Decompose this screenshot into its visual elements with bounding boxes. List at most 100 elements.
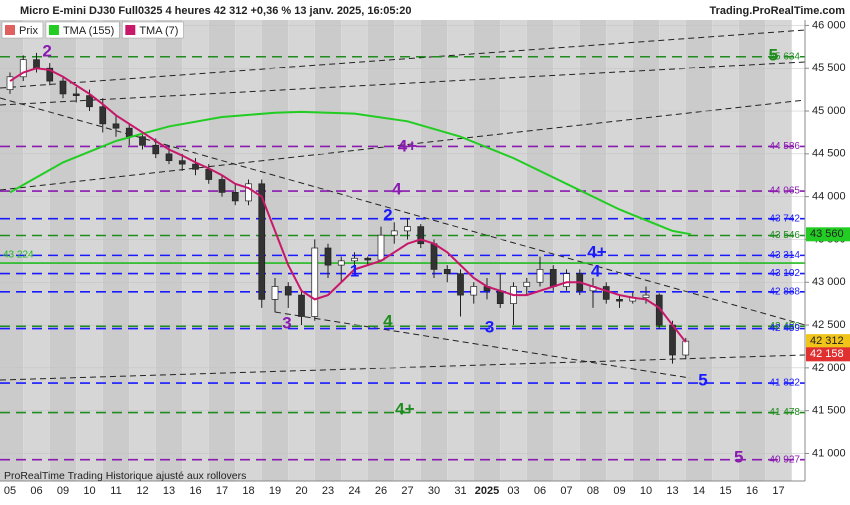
candle-body: [231, 192, 239, 202]
candle-body: [86, 95, 93, 108]
candle-body: [19, 59, 27, 78]
candle-body: [99, 106, 107, 125]
candle-body: [205, 168, 213, 180]
legend-label: Prix: [19, 25, 38, 37]
day-band: [23, 20, 50, 481]
candle-body: [298, 294, 305, 317]
candle-body: [112, 123, 120, 129]
price-box-label: 42 158: [810, 348, 844, 360]
level-label: 44 065: [769, 186, 800, 197]
wave-label: 1: [350, 261, 359, 280]
y-tick-label: 43 000: [812, 276, 846, 288]
candle-body: [669, 324, 676, 356]
x-tick-label: 24: [348, 485, 360, 497]
candle-body: [271, 286, 279, 300]
legend-item: Prix: [1, 21, 44, 39]
wave-label: 2: [383, 205, 392, 224]
x-tick-label: 26: [375, 485, 387, 497]
level-label: 43 224: [3, 250, 34, 261]
candle-body: [616, 299, 623, 302]
candle-body: [125, 127, 133, 138]
x-tick-label: 30: [428, 485, 440, 497]
time-axis: [0, 481, 805, 500]
x-tick-label: 09: [613, 485, 625, 497]
level-label: 42 459: [769, 323, 800, 334]
candle-body: [390, 230, 398, 236]
day-band: [632, 20, 660, 481]
x-tick-label: 10: [640, 485, 652, 497]
x-tick-label: 09: [57, 485, 69, 497]
x-tick-label: 2025: [475, 485, 499, 497]
x-tick-label: 03: [507, 485, 519, 497]
candle-body: [430, 243, 438, 270]
y-tick-label: 42 000: [812, 362, 846, 374]
y-tick-label: 44 500: [812, 148, 846, 160]
day-band: [235, 20, 262, 481]
y-tick-label: 45 000: [812, 105, 846, 117]
y-tick-label: 46 000: [812, 19, 846, 31]
tma-line: [9, 110, 692, 236]
legend-bg: [122, 21, 184, 39]
level-label: 43 102: [769, 268, 800, 279]
candle-body: [602, 286, 610, 300]
day-band: [553, 20, 580, 481]
x-tick-label: 18: [242, 485, 254, 497]
candle-body: [364, 257, 372, 261]
value-box-label: 43 560: [810, 228, 844, 240]
legend-bg: [45, 21, 120, 39]
y-tick-label: 45 500: [812, 62, 846, 74]
level-label: 41 478: [769, 407, 800, 418]
x-tick-label: 23: [322, 485, 334, 497]
x-tick-label: 12: [136, 485, 148, 497]
level-label: 43 546: [769, 230, 800, 241]
x-tick-label: 06: [30, 485, 42, 497]
legend-item: TMA (155): [45, 21, 120, 39]
day-band: [738, 20, 766, 481]
day-band: [182, 20, 209, 481]
candle-body: [682, 340, 690, 356]
day-band: [579, 20, 607, 481]
x-tick-label: 19: [269, 485, 281, 497]
day-band: [288, 20, 315, 481]
day-band: [500, 20, 527, 481]
wave-label: 3: [282, 314, 291, 333]
x-tick-label: 17: [772, 485, 784, 497]
level-label: 41 822: [769, 378, 800, 389]
candle-body: [152, 144, 160, 155]
x-tick-label: 14: [693, 485, 705, 497]
candle-body: [72, 93, 80, 96]
legend-swatch: [5, 25, 15, 35]
candle-body: [46, 67, 54, 82]
legend-item: TMA (7): [122, 21, 184, 39]
candle-body: [655, 294, 663, 326]
x-tick-label: 10: [83, 485, 95, 497]
x-tick-label: 15: [719, 485, 731, 497]
wave-label: 4+: [587, 243, 606, 262]
x-tick-label: 08: [587, 485, 599, 497]
y-tick-label: 41 500: [812, 405, 846, 417]
candle-body: [258, 183, 266, 300]
candle-body: [404, 226, 411, 232]
candle-body: [457, 273, 464, 296]
level-label: 42 486: [769, 321, 800, 332]
wave-label: 3: [485, 318, 494, 337]
x-tick-label: 05: [4, 485, 16, 497]
trend-lines: [0, 29, 806, 381]
y-tick-label: 42 500: [812, 319, 846, 331]
x-tick-label: 07: [560, 485, 572, 497]
candle-body: [417, 226, 425, 245]
candle-body: [496, 290, 504, 304]
candle-body: [563, 273, 570, 287]
day-band: [659, 20, 686, 481]
footer: ProRealTime Trading Historique ajusté au…: [4, 470, 246, 482]
day-band: [447, 20, 474, 481]
candle-body: [351, 257, 358, 262]
day-band: [473, 20, 501, 481]
candle-body: [284, 286, 292, 296]
wave-label: 4+: [395, 399, 414, 418]
chart-title: Micro E-mini DJ30 Full0325 4 heures 42 3…: [20, 5, 411, 17]
price-box: [806, 347, 850, 362]
y-tick-label: 44 000: [812, 191, 846, 203]
x-tick-label: 17: [216, 485, 228, 497]
